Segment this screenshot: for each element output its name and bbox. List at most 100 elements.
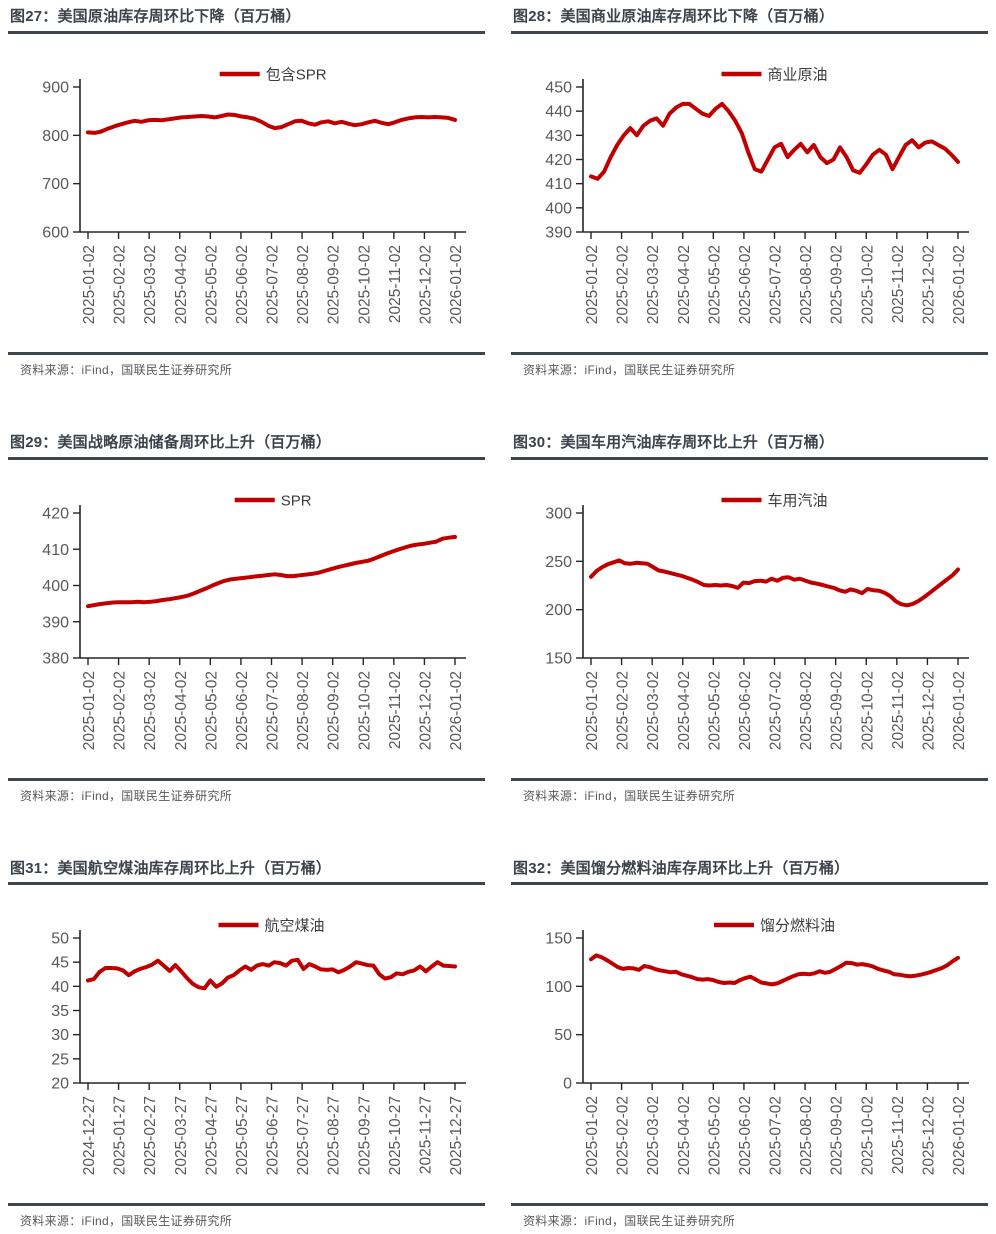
y-tick-label: 0 bbox=[563, 1076, 572, 1093]
figure-32-source-note: 资料来源：iFind，国联民生证券研究所 bbox=[511, 1203, 988, 1229]
y-tick-label: 390 bbox=[545, 224, 572, 241]
x-tick-label: 2025-04-02 bbox=[676, 671, 693, 750]
series-line bbox=[86, 112, 457, 135]
y-tick-label: 150 bbox=[545, 650, 572, 667]
y-tick-label: 30 bbox=[51, 1027, 69, 1044]
x-tick-label: 2025-02-02 bbox=[615, 671, 632, 750]
x-tick-label: 2025-09-02 bbox=[829, 1096, 846, 1175]
x-tick-label: 2025-12-02 bbox=[920, 671, 937, 750]
x-tick-label: 2025-10-02 bbox=[859, 671, 876, 750]
x-tick-label: 2025-07-27 bbox=[295, 1096, 312, 1175]
y-tick-label: 400 bbox=[545, 200, 572, 217]
x-tick-label: 2025-07-02 bbox=[265, 245, 282, 324]
x-tick-label: 2025-06-02 bbox=[737, 245, 754, 324]
x-tick-label: 2025-09-02 bbox=[829, 671, 846, 750]
x-tick-label: 2025-09-27 bbox=[356, 1096, 373, 1175]
x-tick-label: 2025-07-02 bbox=[265, 671, 282, 750]
x-tick-label: 2025-06-02 bbox=[737, 671, 754, 750]
x-tick-label: 2025-08-02 bbox=[798, 245, 815, 324]
figure-27: 图27：美国原油库存周环比下降（百万桶） 包含SPR 600 700 800 900 20… bbox=[8, 6, 485, 378]
y-tick-label: 420 bbox=[545, 152, 572, 169]
figure-32-title: 图32：美国馏分燃料油库存周环比上升（百万桶） bbox=[511, 858, 988, 886]
x-tick-label: 2025-01-27 bbox=[112, 1096, 129, 1175]
y-tick-label: 430 bbox=[545, 128, 572, 145]
y-tick-label: 800 bbox=[42, 128, 69, 145]
x-tick-label: 2025-11-02 bbox=[387, 671, 404, 749]
x-tick-label: 2025-01-02 bbox=[584, 671, 601, 750]
figure-30-source-note: 资料来源：iFind，国联民生证券研究所 bbox=[511, 777, 988, 804]
y-tick-label: 420 bbox=[42, 505, 69, 522]
figure-31-source-note: 资料来源：iFind，国联民生证券研究所 bbox=[8, 1203, 485, 1229]
figure-27-line-chart: 包含SPR 600 700 800 900 2025-01-02 2025-02-02 202… bbox=[42, 66, 466, 324]
figure-30: 图30：美国车用汽油库存周环比上升（百万桶） 车用汽油 150 200 250 300 2… bbox=[511, 432, 988, 804]
figure-32-line-chart: 馏分燃料油 0 50 100 150 2025-01-02 2025-02-02 2025-0… bbox=[545, 917, 969, 1176]
x-tick-label: 2025-01-02 bbox=[81, 245, 98, 324]
x-tick-label: 2025-05-02 bbox=[203, 245, 220, 324]
x-tick-label: 2025-03-27 bbox=[173, 1096, 190, 1175]
y-tick-label: 900 bbox=[42, 79, 69, 96]
y-tick-label: 600 bbox=[42, 224, 69, 241]
legend-label: 车用汽油 bbox=[768, 492, 828, 509]
figure-28-title: 图28：美国商业原油库存周环比下降（百万桶） bbox=[511, 6, 988, 34]
x-tick-label: 2025-05-02 bbox=[203, 671, 220, 750]
x-tick-label: 2025-06-02 bbox=[234, 671, 251, 750]
figure-28-line-chart: 商业原油 390 400 410 420 430 440 450 2025-01-02 2025-… bbox=[545, 66, 969, 324]
x-tick-label: 2025-10-02 bbox=[356, 671, 373, 750]
figure-32: 图32：美国馏分燃料油库存周环比上升（百万桶） 馏分燃料油 0 50 100 150 20… bbox=[511, 858, 988, 1230]
x-tick-label: 2025-10-02 bbox=[859, 245, 876, 324]
y-tick-label: 400 bbox=[42, 578, 69, 595]
x-tick-label: 2025-03-02 bbox=[142, 245, 159, 324]
x-tick-label: 2025-02-02 bbox=[112, 671, 129, 750]
series-line bbox=[589, 953, 960, 987]
x-tick-label: 2025-06-02 bbox=[737, 1096, 754, 1175]
figure-29-source-note: 资料来源：iFind，国联民生证券研究所 bbox=[8, 777, 485, 804]
x-tick-label: 2025-07-02 bbox=[768, 245, 785, 324]
y-tick-label: 410 bbox=[42, 541, 69, 558]
y-tick-label: 440 bbox=[545, 103, 572, 120]
x-tick-label: 2025-08-02 bbox=[798, 1096, 815, 1175]
x-tick-label: 2025-04-02 bbox=[173, 671, 190, 750]
legend-label: 商业原油 bbox=[768, 66, 828, 83]
x-tick-label: 2025-09-02 bbox=[829, 245, 846, 324]
x-tick-label: 2025-04-27 bbox=[203, 1096, 220, 1175]
x-tick-label: 2025-11-27 bbox=[417, 1096, 434, 1174]
x-tick-label: 2025-01-02 bbox=[584, 245, 601, 324]
figure-29-title: 图29：美国战略原油储备周环比上升（百万桶） bbox=[8, 432, 485, 460]
x-tick-label: 2025-02-02 bbox=[615, 245, 632, 324]
y-tick-label: 150 bbox=[545, 931, 572, 948]
x-tick-label: 2025-12-02 bbox=[417, 671, 434, 750]
x-tick-label: 2025-02-02 bbox=[615, 1096, 632, 1175]
figure-28-source-note: 资料来源：iFind，国联民生证券研究所 bbox=[511, 351, 988, 378]
y-tick-label: 250 bbox=[545, 553, 572, 570]
legend-label: 馏分燃料油 bbox=[760, 917, 835, 935]
x-tick-label: 2025-06-27 bbox=[265, 1096, 282, 1175]
x-tick-label: 2025-12-02 bbox=[417, 245, 434, 324]
y-tick-label: 410 bbox=[545, 176, 572, 193]
x-tick-label: 2025-08-02 bbox=[295, 245, 312, 324]
x-tick-label: 2025-09-02 bbox=[326, 671, 343, 750]
figure-31-line-chart: 航空煤油 20 25 30 35 40 45 50 2024-12-27 2025-01-27 20… bbox=[51, 918, 466, 1176]
x-tick-label: 2025-07-02 bbox=[768, 1096, 785, 1175]
x-tick-label: 2025-09-02 bbox=[326, 245, 343, 324]
x-tick-label: 2025-03-02 bbox=[645, 245, 662, 324]
series-line bbox=[86, 534, 457, 608]
x-tick-label: 2026-01-02 bbox=[448, 671, 465, 750]
y-tick-label: 450 bbox=[545, 79, 572, 96]
x-tick-label: 2025-11-02 bbox=[387, 245, 404, 323]
figure-31-title: 图31：美国航空煤油库存周环比上升（百万桶） bbox=[8, 858, 485, 886]
figure-30-title: 图30：美国车用汽油库存周环比上升（百万桶） bbox=[511, 432, 988, 460]
y-tick-label: 50 bbox=[51, 931, 69, 948]
x-tick-label: 2026-01-02 bbox=[951, 245, 968, 324]
x-tick-label: 2025-05-02 bbox=[706, 1096, 723, 1175]
x-tick-label: 2025-01-02 bbox=[81, 671, 98, 750]
x-tick-label: 2025-04-02 bbox=[676, 1096, 693, 1175]
x-tick-label: 2025-12-27 bbox=[448, 1096, 465, 1175]
y-tick-label: 35 bbox=[51, 1003, 69, 1020]
x-tick-label: 2025-02-02 bbox=[112, 245, 129, 324]
figure-27-title: 图27：美国原油库存周环比下降（百万桶） bbox=[8, 6, 485, 34]
x-tick-label: 2025-02-27 bbox=[142, 1096, 159, 1175]
y-tick-label: 300 bbox=[545, 505, 572, 522]
y-tick-label: 390 bbox=[42, 614, 69, 631]
x-tick-label: 2025-05-27 bbox=[234, 1096, 251, 1175]
